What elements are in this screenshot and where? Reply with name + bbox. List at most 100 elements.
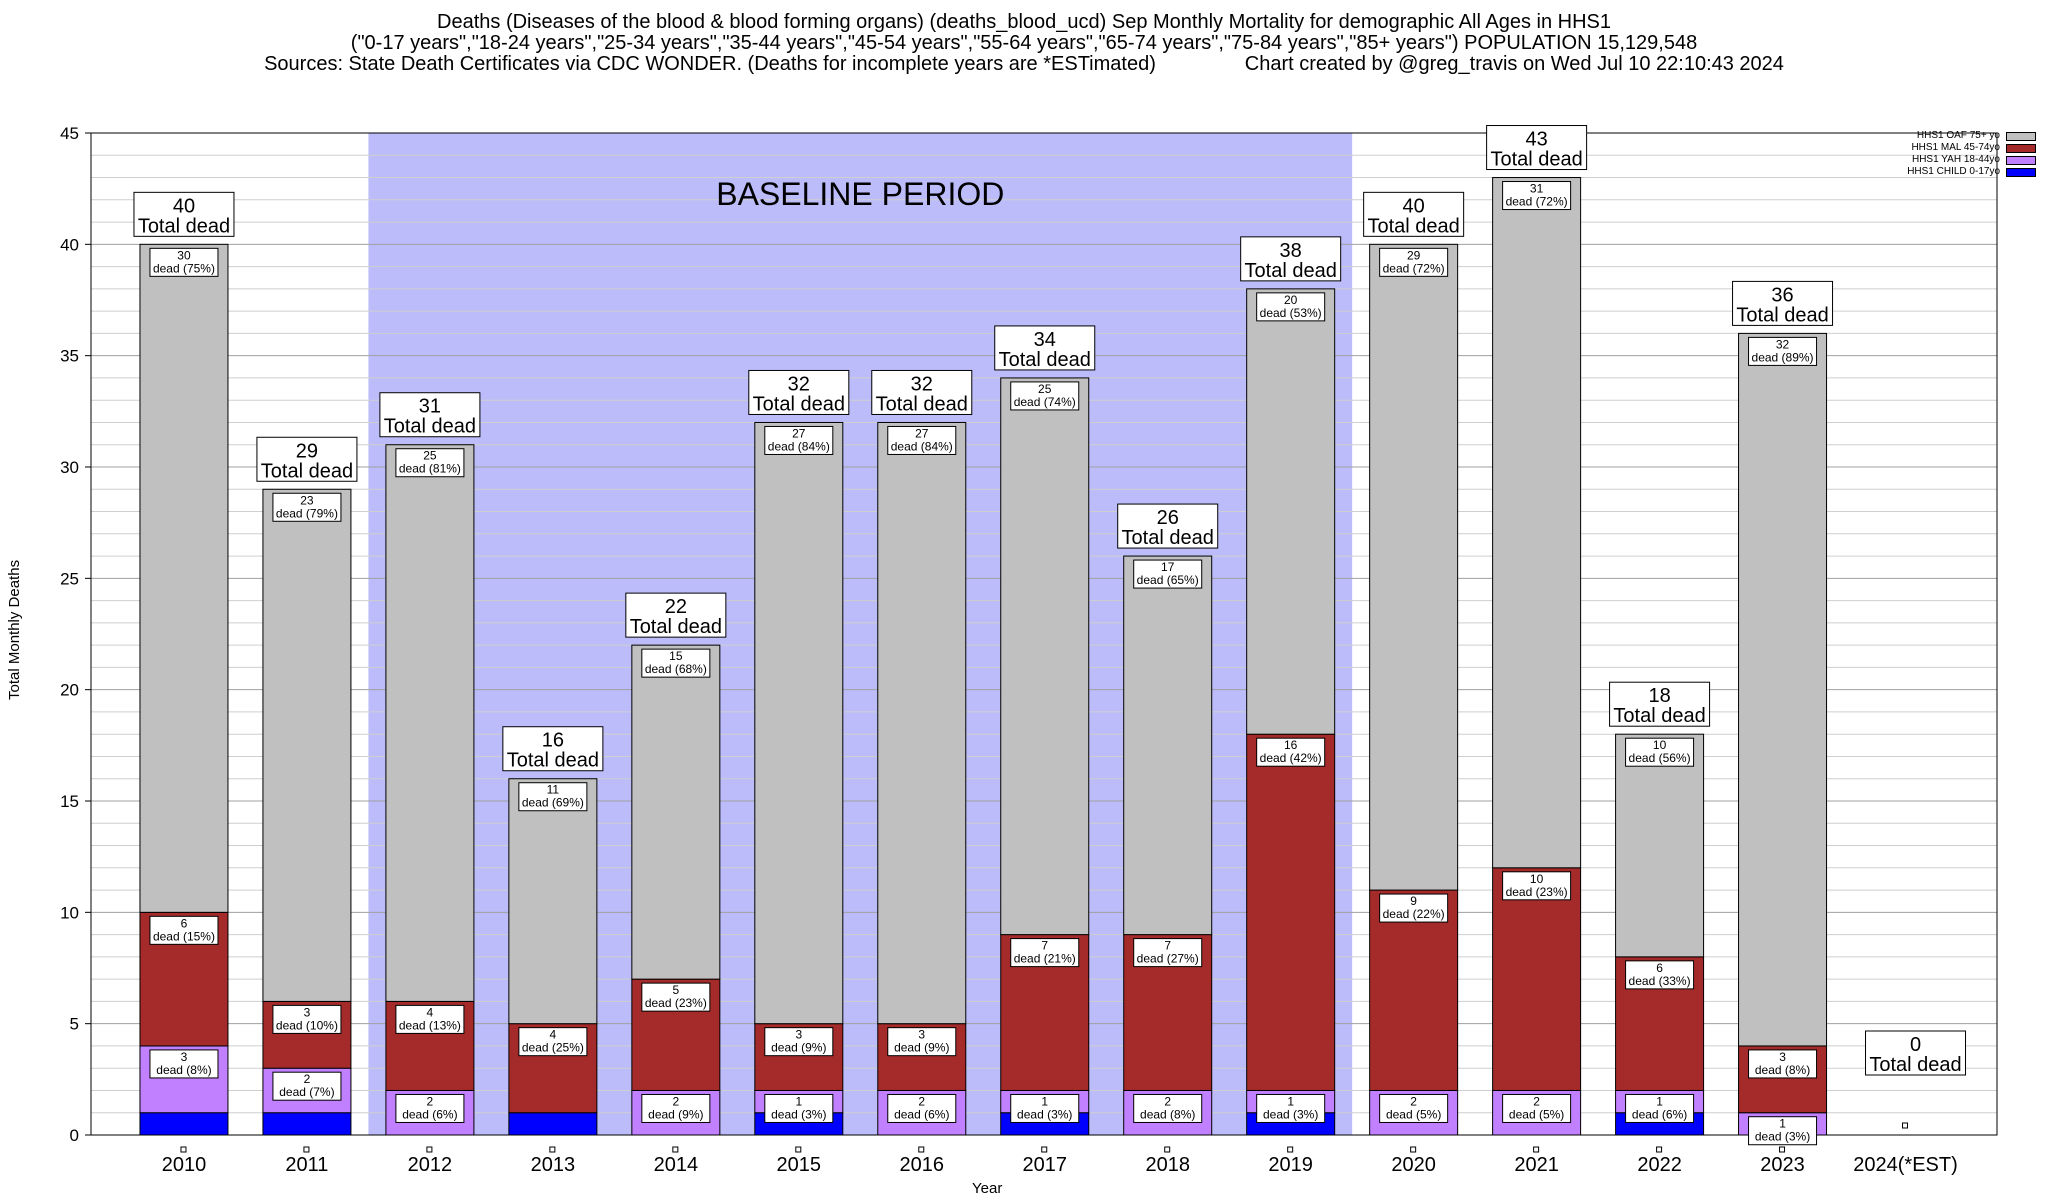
segment-label: dead (5%) [1386,1107,1441,1121]
legend: HHS1 OAF 75+ yo HHS1 MAL 45-74yo HHS1 YAH … [1907,130,2036,178]
total-suffix-label: Total dead [384,416,476,438]
segment-label-box [1625,737,1695,767]
total-label-box [994,325,1096,371]
total-value-label: 32 [788,373,810,395]
bar-segment [877,421,967,1025]
bar-segment [631,644,721,980]
segment-label-box [1256,292,1326,322]
y-axis-label: Total Monthly Deaths [6,559,23,700]
legend-entry: HHS1 OAF 75+ yo [1907,130,2036,142]
bar-segment [1246,733,1336,1091]
bar-segment [754,421,844,1025]
x-tick-label: 2019 [1268,1154,1313,1176]
total-suffix-label: Total dead [1869,1054,1961,1076]
total-value-label: 36 [1771,284,1793,306]
segment-label: dead (27%) [1137,952,1199,966]
legend-label: HHS1 YAH 18-44yo [1911,154,2000,165]
legend-label: HHS1 CHILD 0-17yo [1907,166,2000,177]
segment-label-box [518,1027,588,1057]
base-marker [1779,1146,1786,1153]
segment-label: dead (3%) [1263,1107,1318,1121]
segment-label-box [149,1049,219,1079]
bar-segment [1492,867,1582,1091]
segment-label: 16 [1284,738,1298,752]
segment-label-box [1748,1116,1818,1146]
x-tick-label: 2023 [1760,1154,1805,1176]
segment-label: 1 [1656,1094,1663,1108]
total-value-label: 22 [665,596,687,618]
bar-segment [508,1112,598,1136]
segment-label: 7 [1164,939,1171,953]
segment-label: dead (13%) [399,1018,461,1032]
segment-label: 2 [918,1094,925,1108]
segment-label-box [1379,1093,1449,1123]
segment-label: 25 [1038,382,1052,396]
x-tick-label: 2015 [777,1154,822,1176]
total-suffix-label: Total dead [630,616,722,638]
segment-label-box [272,1071,342,1101]
segment-label: 9 [1410,894,1417,908]
segment-label: dead (6%) [1632,1107,1687,1121]
segment-label: 1 [1779,1117,1786,1131]
bar-segment [1123,555,1213,936]
segment-label-box [1256,1093,1326,1123]
bar-segment [139,1112,229,1136]
segment-label-box [272,1004,342,1034]
segment-label-box [887,1027,957,1057]
base-marker [1041,1146,1048,1153]
segment-label: 2 [1533,1094,1540,1108]
segment-label: 1 [1287,1094,1294,1108]
segment-label: 15 [669,649,683,663]
base-marker [672,1146,679,1153]
x-tick-label: 2013 [531,1154,576,1176]
x-axis-label: Year [972,1180,1003,1197]
segment-label: dead (3%) [1017,1107,1072,1121]
segment-label: dead (10%) [276,1018,338,1032]
segment-label-box [149,915,219,945]
segment-label: 31 [1530,182,1544,196]
segment-label: dead (89%) [1752,350,1814,364]
segment-label: 6 [181,916,188,930]
y-tick-label: 15 [60,792,79,811]
segment-label: dead (9%) [648,1107,703,1121]
segment-label-box [1625,960,1695,990]
y-tick-label: 40 [60,235,79,254]
y-tick-label: 5 [70,1015,79,1034]
segment-label: dead (69%) [522,796,584,810]
total-label-box [748,369,850,415]
segment-label: 27 [915,426,929,440]
segment-label: dead (53%) [1260,306,1322,320]
segment-label: 1 [795,1094,802,1108]
y-tick-label: 20 [60,681,79,700]
segment-label: 3 [181,1050,188,1064]
segment-label-box [1379,247,1449,277]
total-label-box [1609,681,1711,727]
total-label-box [1240,236,1342,282]
total-label-box [625,592,727,638]
total-label-box [502,726,604,772]
bar-segment [1369,243,1459,891]
total-value-label: 31 [419,396,441,418]
total-value-label: 40 [1403,195,1425,217]
y-tick-label: 25 [60,569,79,588]
total-label-box [1732,280,1834,326]
x-tick-label: 2022 [1637,1154,1682,1176]
total-value-label: 29 [296,440,318,462]
segment-label: dead (15%) [153,929,215,943]
segment-label-box [1502,181,1572,211]
total-label-box [379,392,481,438]
base-marker [1533,1146,1540,1153]
segment-label: dead (84%) [891,439,953,453]
segment-label: 17 [1161,560,1175,574]
segment-label-box [272,492,342,522]
x-tick-label: 2020 [1391,1154,1436,1176]
segment-label: dead (3%) [771,1107,826,1121]
total-suffix-label: Total dead [1613,705,1705,727]
y-tick-label: 35 [60,347,79,366]
segment-label: dead (23%) [645,996,707,1010]
total-suffix-label: Total dead [1367,215,1459,237]
segment-label: dead (9%) [771,1041,826,1055]
segment-label: dead (8%) [1140,1107,1195,1121]
segment-label-box [1748,336,1818,366]
base-marker [1902,1122,1909,1129]
